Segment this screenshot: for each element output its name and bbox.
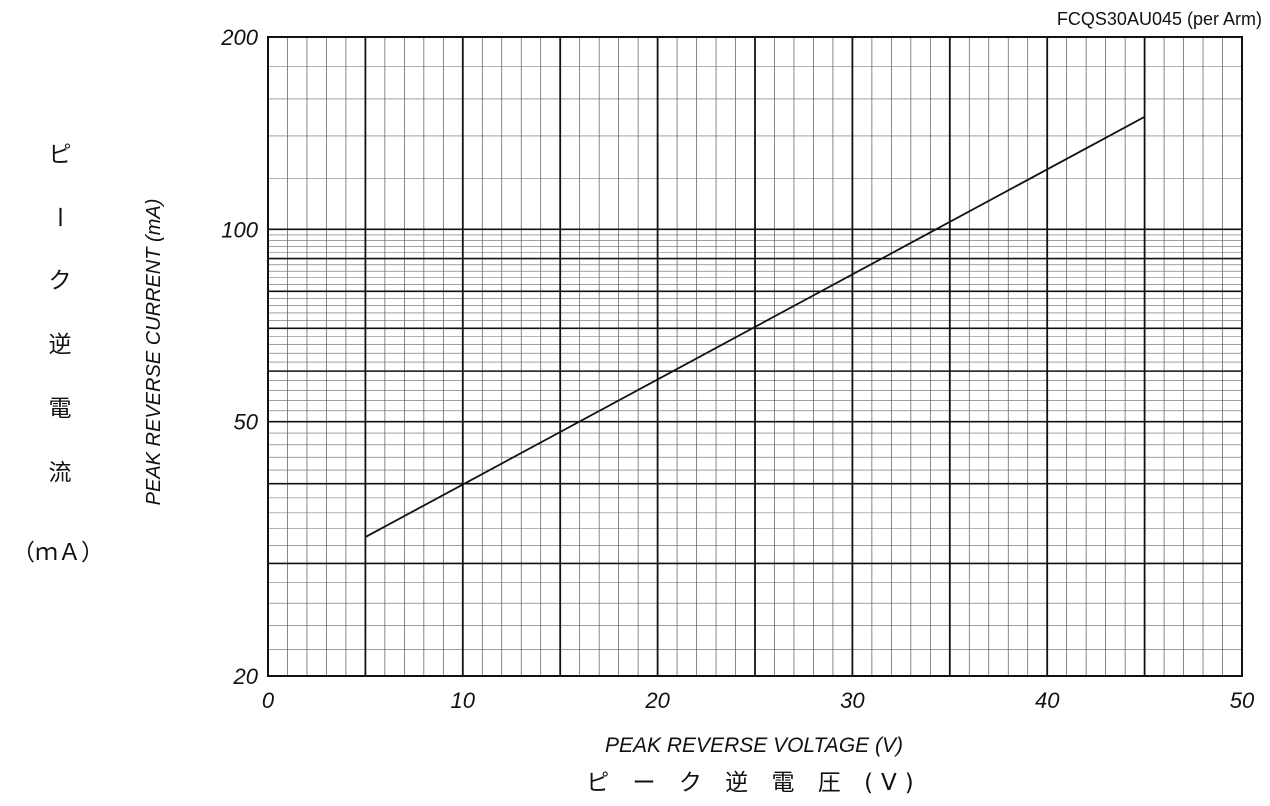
- y-axis-label-jp-char: ピ: [49, 142, 72, 168]
- x-tick-label: 30: [840, 688, 865, 713]
- y-axis-label-jp-char: 逆: [49, 332, 72, 358]
- y-axis-label-jp-char: 電: [49, 396, 72, 422]
- y-tick-label: 20: [233, 664, 259, 689]
- y-axis-label-jp-char: ー: [46, 206, 72, 229]
- y-axis-label-jp-char: 流: [49, 460, 72, 486]
- plot-border: [267, 36, 1243, 677]
- y-axis-label-jp-char: ク: [49, 268, 72, 294]
- series-layer: [364, 116, 1146, 538]
- series-line: [364, 116, 1146, 538]
- y-tick-label: 200: [220, 25, 258, 50]
- x-tick-label: 0: [262, 688, 275, 713]
- chart-subtitle: FCQS30AU045 (per Arm): [1057, 9, 1262, 29]
- y-tick-label: 50: [234, 410, 259, 435]
- y-axis-label-jp: ピ ー ク 逆 電 流 （ｍＡ）: [12, 142, 104, 566]
- x-axis-label-jp: ピ ー ク 逆 電 圧 (V): [586, 770, 922, 796]
- y-axis-label-jp-unit: （ｍＡ）: [12, 540, 104, 566]
- y-tick-label: 100: [221, 217, 258, 242]
- y-axis-label: PEAK REVERSE CURRENT (mA): [143, 199, 165, 506]
- x-tick-label: 40: [1035, 688, 1060, 713]
- x-tick-label: 50: [1230, 688, 1255, 713]
- tick-labels: 0 10 20 30 40 50 20 50 100 200: [220, 25, 1255, 713]
- x-tick-label: 10: [451, 688, 476, 713]
- x-tick-label: 20: [644, 688, 670, 713]
- x-axis-label: PEAK REVERSE VOLTAGE (V): [605, 734, 903, 757]
- major-grid: [267, 36, 1243, 677]
